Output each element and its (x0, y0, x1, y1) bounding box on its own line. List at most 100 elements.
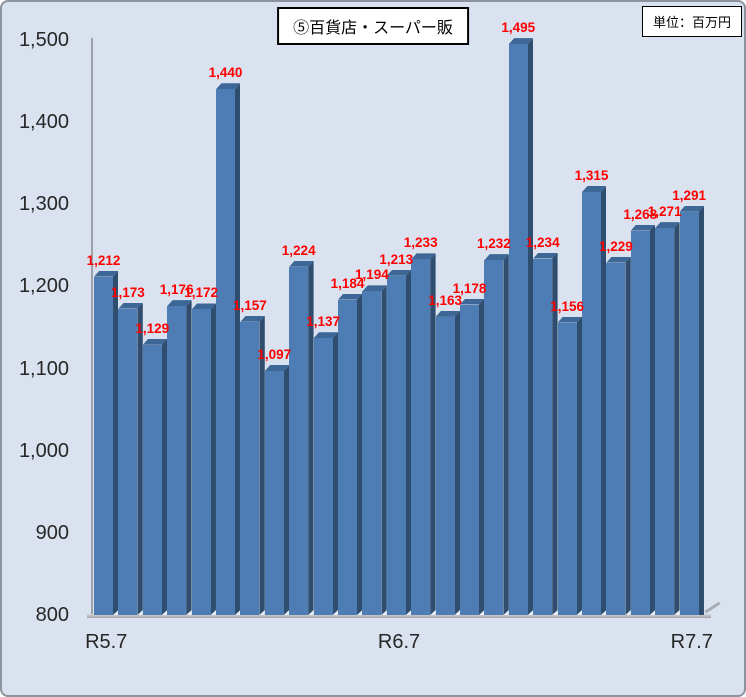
bar-top-face (606, 256, 631, 263)
floor-wedge (283, 610, 290, 615)
bar-side-face (503, 254, 509, 615)
bar-side-face (357, 293, 363, 615)
bar-value-label: 1,495 (501, 20, 536, 36)
bar-value-label: 1,137 (306, 314, 340, 330)
bar-value-label: 1,213 (379, 251, 414, 267)
floor-wedge (430, 610, 436, 615)
bar-slot: 1,268 (623, 40, 657, 615)
bar-top-face (338, 293, 363, 300)
bar-top-face (118, 302, 143, 309)
bar-value-label: 1,156 (550, 298, 584, 314)
bar-value-label: 1,163 (428, 292, 462, 308)
bar-top-face (191, 303, 216, 310)
bar-column (484, 260, 504, 615)
bar-slot: 1,097 (257, 40, 291, 615)
bar-slot: 1,495 (501, 20, 535, 615)
bar-value-label: 1,172 (184, 285, 218, 301)
bar-top-face (484, 254, 509, 261)
bar-side-face (113, 270, 119, 615)
bar-value-label: 1,129 (135, 320, 170, 336)
bar-side-face (235, 83, 241, 615)
bar-value-label: 1,268 (623, 206, 658, 222)
floor-wedge (527, 610, 534, 615)
bar-side-face (454, 310, 460, 615)
floor-wedge (454, 610, 460, 615)
bar-value-label: 1,178 (452, 280, 487, 296)
floor-wedge (235, 610, 241, 615)
bar-top-face (362, 285, 387, 292)
bar-value-label: 1,212 (86, 252, 121, 268)
chart-title-box: ⑤百貨店・スーパー販 (277, 7, 469, 45)
bar-slot: 1,232 (477, 40, 511, 615)
bar-slot: 1,271 (648, 40, 682, 615)
bar-column (533, 258, 553, 615)
bar-value-label: 1,173 (110, 284, 145, 300)
y-axis-tick-label: 1,200 (18, 275, 69, 298)
bar-slot: 1,178 (453, 40, 486, 615)
floor-wedge (381, 610, 387, 615)
bar-top-face (557, 316, 582, 323)
bar-column (460, 304, 479, 615)
bar-column (386, 275, 406, 615)
y-axis-tick-label: 1,500 (18, 29, 69, 51)
bar-slot: 1,315 (575, 40, 608, 615)
bar-slot: 1,194 (355, 40, 389, 615)
bar-column (167, 306, 187, 615)
x-axis-tick-label: R6.7 (377, 631, 421, 653)
bar-slot: 1,213 (379, 40, 413, 615)
bar-series: 1,212 1,173 1,129 1,176 1,172 1,440 1,157 1,097… (87, 20, 706, 615)
x-axis-baseline-3d-tail (704, 601, 721, 614)
bar-slot: 1,229 (599, 40, 633, 615)
bar-value-label: 1,315 (574, 167, 609, 183)
bar-value-label: 1,176 (159, 282, 194, 298)
bar-top-face (435, 310, 460, 317)
bar-slot: 1,173 (111, 40, 145, 615)
bar-side-face (332, 332, 338, 615)
bar-value-label: 1,229 (598, 238, 633, 254)
bar-side-face (405, 269, 412, 615)
floor-wedge (649, 610, 656, 615)
floor-wedge (113, 610, 119, 615)
bar-slot: 1,156 (550, 40, 584, 615)
bar-slot: 1,172 (184, 40, 218, 615)
bar-slot: 1,163 (428, 40, 462, 615)
floor-wedge (601, 610, 607, 615)
bar-side-face (308, 260, 314, 615)
bar-column (606, 262, 626, 615)
y-axis-tick-label: 1,400 (18, 111, 69, 134)
bar-value-label: 1,271 (647, 204, 682, 220)
bar-column (118, 308, 138, 615)
bar-value-label: 1,440 (208, 65, 243, 81)
bar-top-face (655, 222, 680, 229)
x-axis-tick-label: R7.7 (670, 631, 713, 653)
bar-column (557, 322, 577, 615)
unit-label-box: 単位：百万円 (641, 6, 742, 37)
y-axis-tick-label: 1,300 (18, 193, 69, 216)
bar-side-face (137, 302, 143, 615)
y-axis-tick-label: 1,000 (18, 439, 69, 462)
bar-slot: 1,157 (233, 40, 267, 615)
bar-slot: 1,234 (526, 40, 560, 615)
floor-wedge (332, 610, 338, 615)
bar-top-face (679, 205, 704, 212)
bar-column (313, 338, 333, 615)
floor-wedge (503, 610, 509, 615)
bar-value-label: 1,291 (672, 187, 706, 203)
bar-slot: 1,440 (209, 40, 242, 615)
bar-column (411, 259, 431, 615)
bar-top-face (240, 315, 265, 322)
bar-value-label: 1,184 (330, 275, 365, 291)
floor-wedge (210, 610, 216, 615)
bar-slot: 1,212 (87, 40, 120, 615)
x-axis-tick-label: R5.7 (85, 631, 128, 653)
bar-side-face (576, 316, 582, 615)
floor-wedge (479, 610, 485, 615)
bar-column (191, 309, 211, 615)
bar-side-face (210, 303, 216, 615)
bar-column (508, 44, 528, 615)
bar-side-face (527, 38, 534, 615)
bar-column (142, 344, 162, 615)
y-axis-tick-label: 1,100 (18, 357, 69, 380)
unit-label: 単位：百万円 (652, 15, 731, 30)
